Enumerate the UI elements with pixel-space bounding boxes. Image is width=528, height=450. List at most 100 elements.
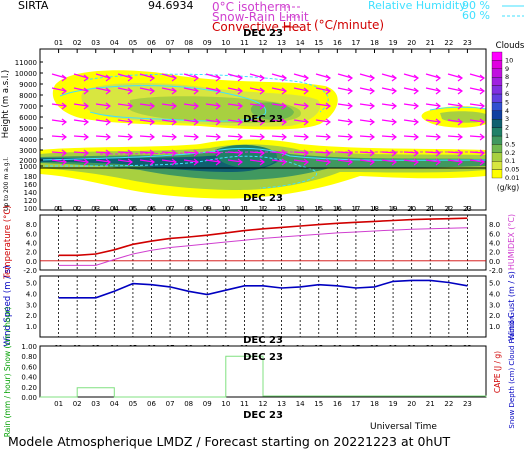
temp-top-hour-10: 10 <box>221 205 230 213</box>
precip-date-top: DEC 23 <box>243 352 283 363</box>
cloud-legend-swatch-3 <box>491 110 503 120</box>
wind-ytick-4.0: 4.0 <box>26 290 37 298</box>
cloud-legend-swatch-10 <box>491 51 503 61</box>
wind-arrow-shaft <box>227 103 243 107</box>
wind-arrow-head <box>369 118 375 126</box>
wind-ytick-5.0: 5.0 <box>26 280 37 288</box>
wind-arrow-shaft <box>425 73 441 79</box>
wind-arrow-shaft <box>139 103 155 107</box>
cloud-top-hour-07: 07 <box>166 39 175 47</box>
temperature-lines <box>58 217 468 266</box>
wind-arrow-shaft <box>183 103 199 107</box>
wind-arrow-shaft <box>205 151 221 154</box>
cloud-legend-label-9: 9 <box>505 65 509 73</box>
wind-ytick-right-2.0: 2.0 <box>489 312 500 320</box>
cloud-ytick-low-140: 140 <box>24 189 37 197</box>
wind-arrow-head <box>281 149 287 157</box>
wind-arrow-head <box>369 74 375 82</box>
wind-arrow-shaft <box>183 119 199 123</box>
temp-ytick-right-0.0: 0.0 <box>489 258 500 266</box>
wind-arrow-head <box>83 118 89 126</box>
wind-arrow-head <box>215 158 221 166</box>
wind-arrow-shaft <box>95 135 111 138</box>
temp-ytick-right-2.0: 2.0 <box>489 249 500 257</box>
wind-arrow-head <box>83 158 89 166</box>
wind-arrow-shaft <box>381 135 397 138</box>
wind-arrow-shaft <box>139 159 155 163</box>
wind-arrow-head <box>237 118 243 126</box>
wind-arrow-shaft <box>359 103 375 107</box>
temp-top-hour-22: 22 <box>444 205 453 213</box>
wind-arrow-head <box>215 133 221 141</box>
rh-contour-low <box>39 147 487 161</box>
wind-arrow-head <box>391 74 397 82</box>
rh-90: 90 % <box>462 0 490 12</box>
wind-arrow-head <box>237 158 243 166</box>
cloud-top-hour-20: 20 <box>407 39 416 47</box>
wind-arrow-head <box>149 133 155 141</box>
precip-date-bottom: DEC 23 <box>243 410 283 421</box>
wind-arrow-shaft <box>425 103 441 107</box>
wind-arrow-shaft <box>117 103 133 107</box>
wind-arrow-shaft <box>183 151 199 154</box>
cloud-ytick-low-180: 180 <box>24 173 37 181</box>
temp-top-hour-20: 20 <box>407 205 416 213</box>
wind-arrow-shaft <box>117 73 133 79</box>
wind-arrow-shaft <box>271 159 287 163</box>
wind-arrow-head <box>479 149 485 157</box>
precip-ylabel-right-red: CAPE (J / g) <box>493 351 502 393</box>
temp-top-hour-18: 18 <box>370 205 379 213</box>
wind-arrow-shaft <box>315 159 331 163</box>
wind-arrow-head <box>61 87 67 95</box>
precip-bottom-hour-06: 06 <box>147 400 156 408</box>
wind-arrow-head <box>61 102 67 110</box>
precip-bottom-hour-17: 17 <box>351 400 360 408</box>
cloud-legend-swatch-8 <box>491 68 503 78</box>
wind-arrow-shaft <box>359 135 375 138</box>
wind-arrow-shaft <box>293 135 309 138</box>
temp-ytick-right-4.0: 4.0 <box>489 240 500 248</box>
wind-arrow-head <box>347 118 353 126</box>
wind-arrow-head <box>127 118 133 126</box>
temp-top-hour-11: 11 <box>240 205 249 213</box>
wind-arrow-head <box>259 118 265 126</box>
wind-arrow-shaft <box>139 73 155 79</box>
wind-arrow-head <box>303 118 309 126</box>
wind-arrow-shaft <box>205 103 221 107</box>
wind-arrow-shaft <box>183 135 199 138</box>
wind-arrow-shaft <box>337 151 353 154</box>
cloud-layer-right-green <box>440 111 486 123</box>
wind-arrow-shaft <box>447 135 463 138</box>
wind-ytick-3.0: 3.0 <box>26 301 37 309</box>
wind-arrow-shaft <box>95 103 111 107</box>
wind-arrow-head <box>413 74 419 82</box>
precip-bottom-hour-23: 23 <box>463 400 472 408</box>
snow-rain-label: Snow-Rain Limit <box>212 10 309 24</box>
wind-arrow-shaft <box>95 151 111 154</box>
wind-arrow-head <box>413 149 419 157</box>
wind-arrow-head <box>149 102 155 110</box>
wind-arrow-head <box>413 133 419 141</box>
relative-humidity-contours <box>39 73 487 189</box>
wind-arrow-head <box>325 133 331 141</box>
wind-ytick-right-1.0: 1.0 <box>489 323 500 331</box>
precip-bottom-hour-14: 14 <box>296 400 305 408</box>
cloud-legend-label-6: 6 <box>505 90 509 98</box>
wind-arrow-shaft <box>425 151 441 154</box>
temp-series-temperature <box>58 217 468 257</box>
wind-arrow-shaft <box>381 103 397 107</box>
wind-arrow-shaft <box>381 151 397 154</box>
wind-arrow-head <box>127 158 133 166</box>
wind-arrow-head <box>171 74 177 82</box>
wind-ytick-right-3.0: 3.0 <box>489 301 500 309</box>
wind-arrow-head <box>413 118 419 126</box>
rh-label: Relative Humidity <box>368 0 466 12</box>
wind-arrow-head <box>457 102 463 110</box>
temp-ytick-right-8.0: 8.0 <box>489 221 500 229</box>
wind-arrows <box>51 73 485 166</box>
wind-arrow-shaft <box>161 73 177 79</box>
wind-arrow-shaft <box>315 103 331 107</box>
cloud-legend-swatch-0.5 <box>491 135 503 145</box>
wind-arrow-head <box>259 133 265 141</box>
wind-arrow-shaft <box>205 87 221 92</box>
